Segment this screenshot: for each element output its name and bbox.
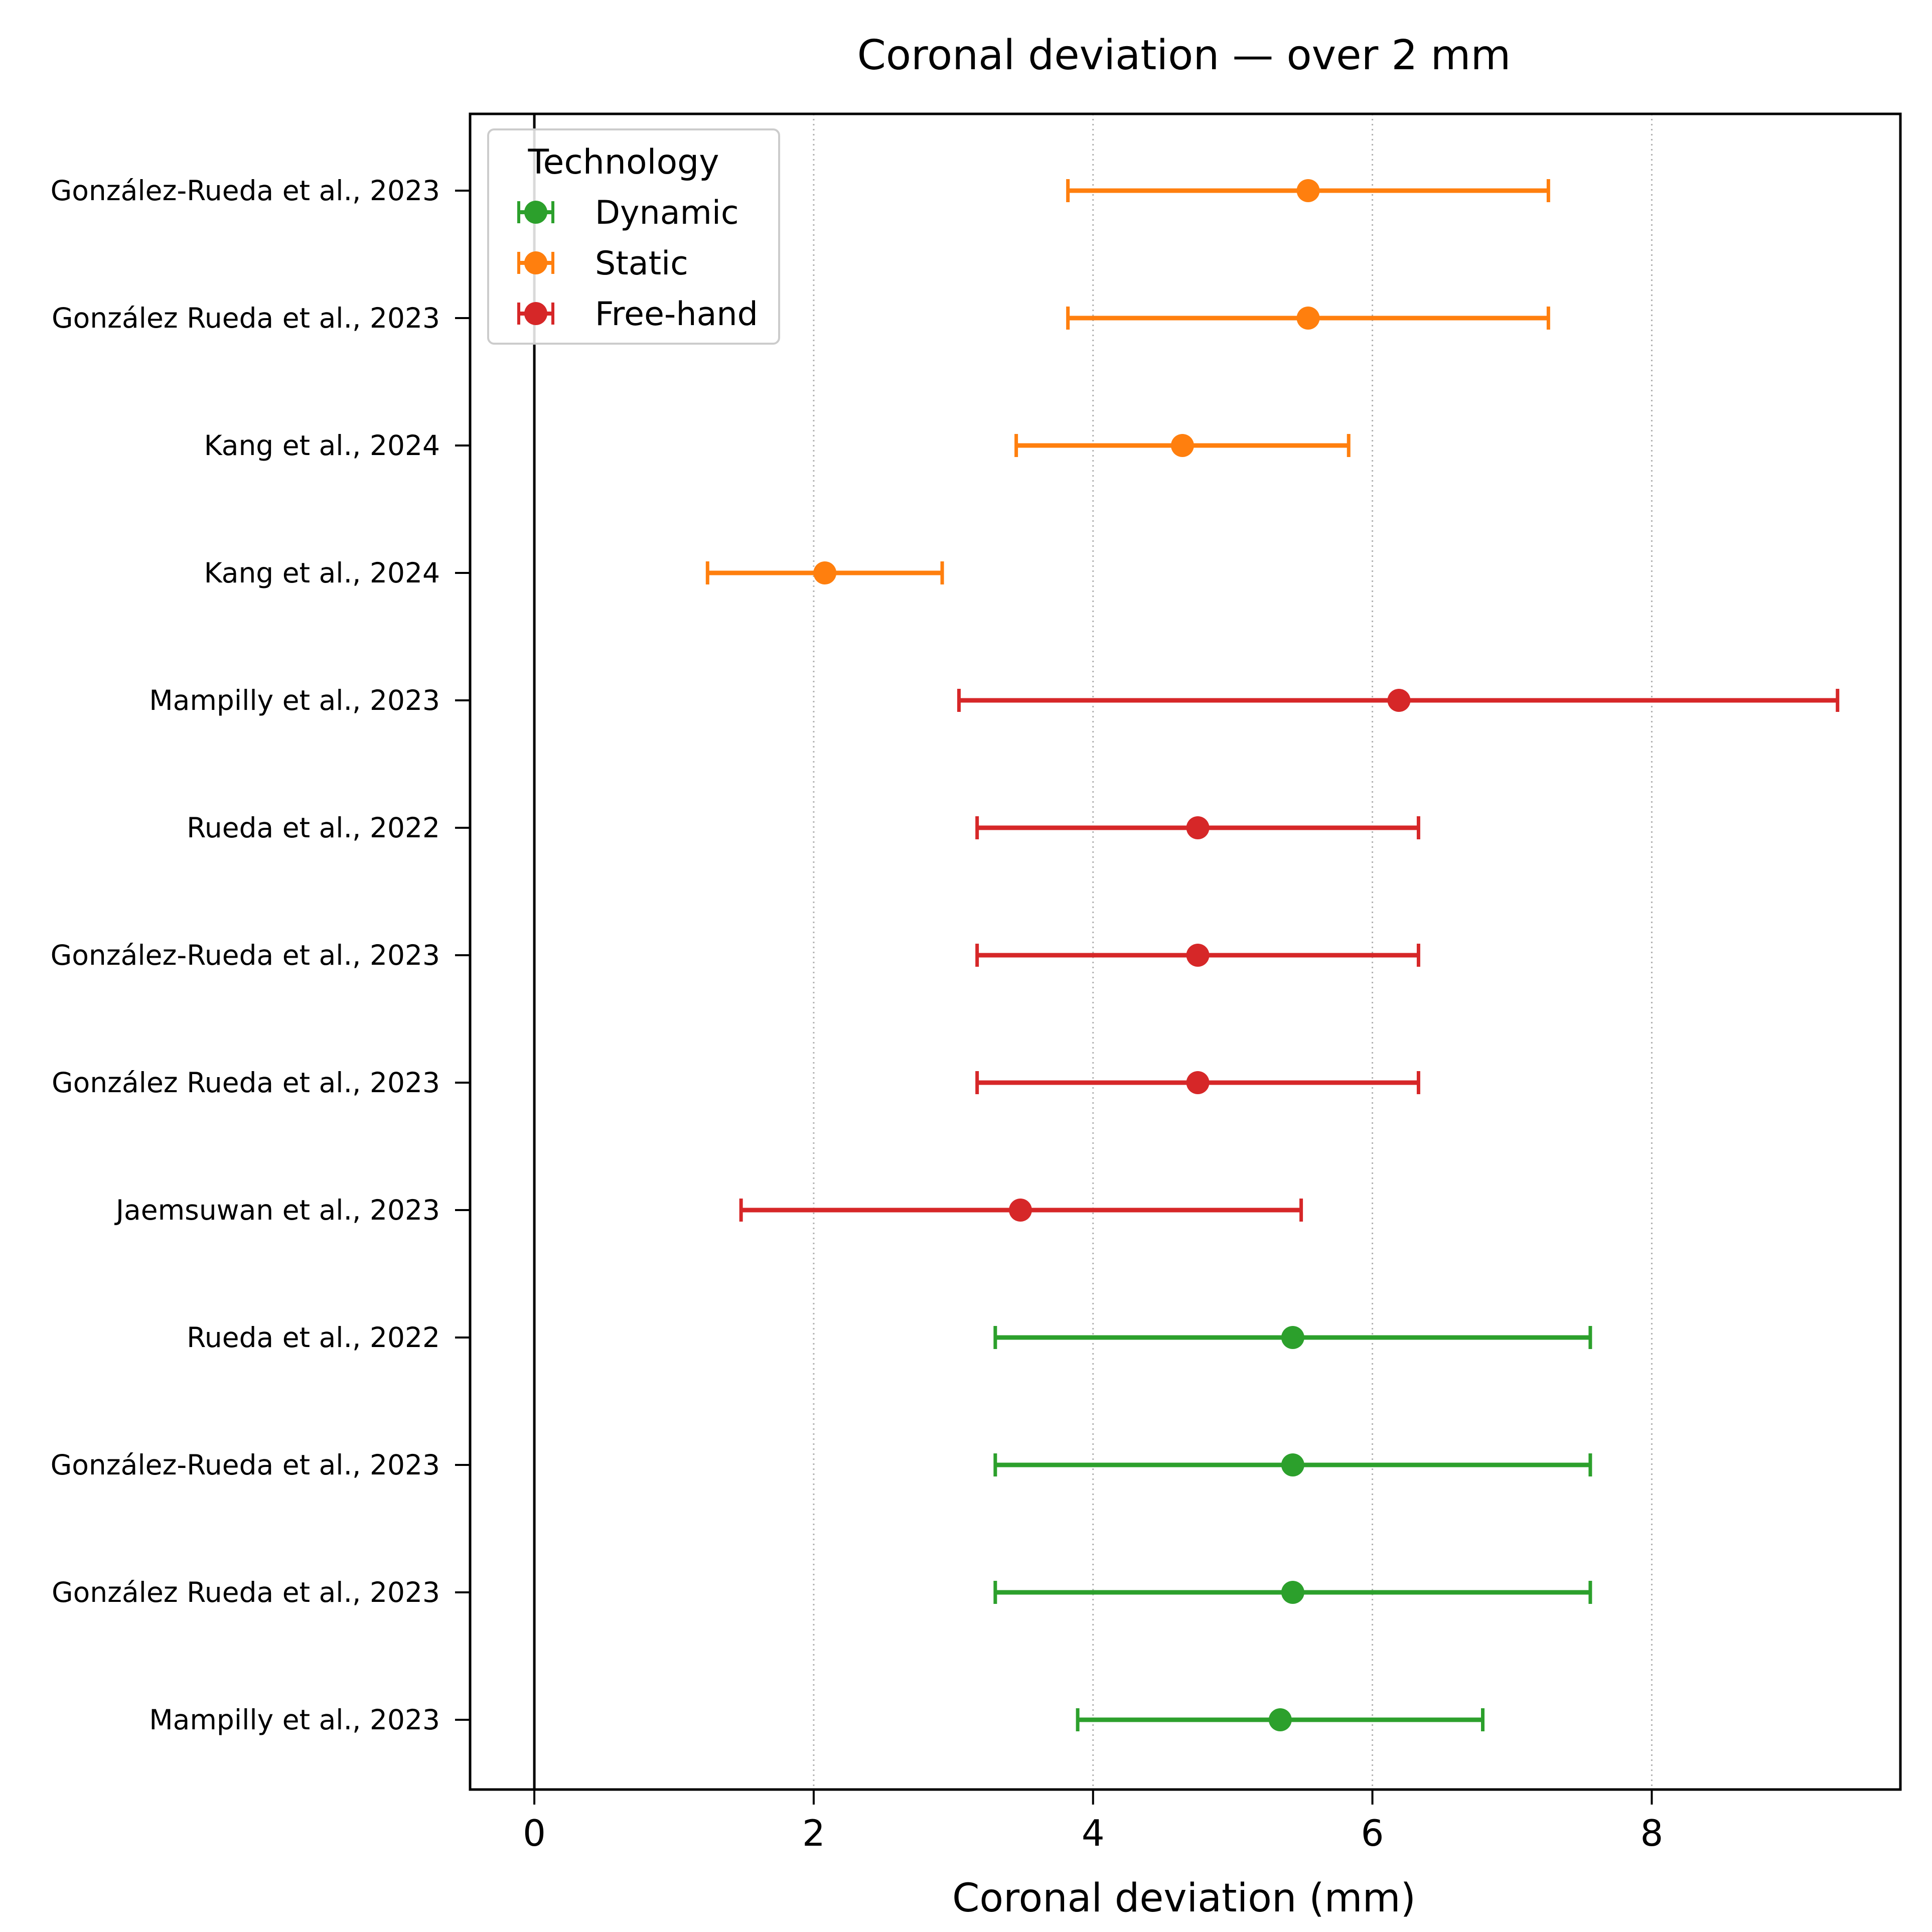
legend-marker-icon xyxy=(524,302,547,325)
estimate-point xyxy=(1281,1326,1304,1349)
x-tick-label: 8 xyxy=(1641,1812,1664,1854)
y-tick-label: González-Rueda et al., 2023 xyxy=(51,175,440,207)
study-row xyxy=(975,816,1420,839)
legend-label: Dynamic xyxy=(595,194,739,232)
x-tick-label: 2 xyxy=(802,1812,825,1854)
estimate-point xyxy=(1268,1708,1292,1731)
study-row xyxy=(993,1581,1592,1604)
study-row xyxy=(1066,179,1550,202)
estimate-point xyxy=(1296,179,1320,202)
estimate-point xyxy=(1186,816,1210,839)
axes-layer: González-Rueda et al., 2023 González Rued… xyxy=(51,112,1902,1854)
y-tick-label: González Rueda et al., 2023 xyxy=(52,1576,440,1608)
estimate-point xyxy=(1186,944,1210,967)
estimate-point xyxy=(1008,1199,1032,1222)
legend-entry: Free-hand xyxy=(517,295,758,333)
y-tick-label: González Rueda et al., 2023 xyxy=(52,1067,440,1099)
y-tick-label: Kang et al., 2024 xyxy=(204,429,440,462)
study-row xyxy=(957,689,1840,712)
y-tick-label: Mampilly et al., 2023 xyxy=(149,684,440,716)
plot-frame xyxy=(469,112,1902,1791)
y-tick-label: Rueda et al., 2022 xyxy=(187,812,440,844)
study-row xyxy=(975,1071,1420,1094)
y-tick-label: Kang et al., 2024 xyxy=(204,557,440,589)
legend-label: Free-hand xyxy=(595,295,758,333)
x-axis-label: Coronal deviation (mm) xyxy=(952,1876,1416,1921)
study-row xyxy=(1014,434,1351,457)
estimate-point xyxy=(1281,1453,1304,1476)
study-row xyxy=(975,944,1420,967)
estimate-point xyxy=(1387,689,1411,712)
legend-entry: Dynamic xyxy=(517,194,739,232)
study-row xyxy=(739,1199,1303,1222)
y-tick-label: Mampilly et al., 2023 xyxy=(149,1704,440,1736)
grid-layer xyxy=(533,114,1653,1790)
study-row xyxy=(1076,1708,1485,1731)
legend-box xyxy=(487,128,780,345)
study-row xyxy=(993,1453,1592,1476)
x-tick-label: 4 xyxy=(1082,1812,1105,1854)
legend-label: Static xyxy=(595,245,688,282)
legend-title: Technology xyxy=(528,142,719,182)
x-tick-label: 0 xyxy=(523,1812,546,1854)
y-tick-label: González-Rueda et al., 2023 xyxy=(51,1449,440,1481)
estimate-point xyxy=(1186,1071,1210,1094)
study-row xyxy=(993,1326,1592,1349)
estimate-point xyxy=(1170,434,1194,457)
y-tick-label: González Rueda et al., 2023 xyxy=(52,302,440,334)
legend-marker-icon xyxy=(524,201,547,224)
legend: Technology Dynamic Static Free-hand xyxy=(487,128,780,345)
x-tick-label: 6 xyxy=(1361,1812,1384,1854)
estimate-point xyxy=(1296,307,1320,330)
y-tick-label: Rueda et al., 2022 xyxy=(187,1321,440,1354)
legend-entry: Static xyxy=(517,245,688,282)
estimate-point xyxy=(813,561,837,584)
study-row xyxy=(705,561,944,584)
legend-marker-icon xyxy=(524,251,547,274)
estimate-point xyxy=(1281,1581,1304,1604)
study-row xyxy=(1066,307,1550,330)
y-tick-label: Jaemsuwan et al., 2023 xyxy=(114,1194,440,1226)
series-layer xyxy=(705,179,1840,1731)
chart-title: Coronal deviation — over 2 mm xyxy=(857,32,1511,79)
y-tick-label: González-Rueda et al., 2023 xyxy=(51,939,440,971)
